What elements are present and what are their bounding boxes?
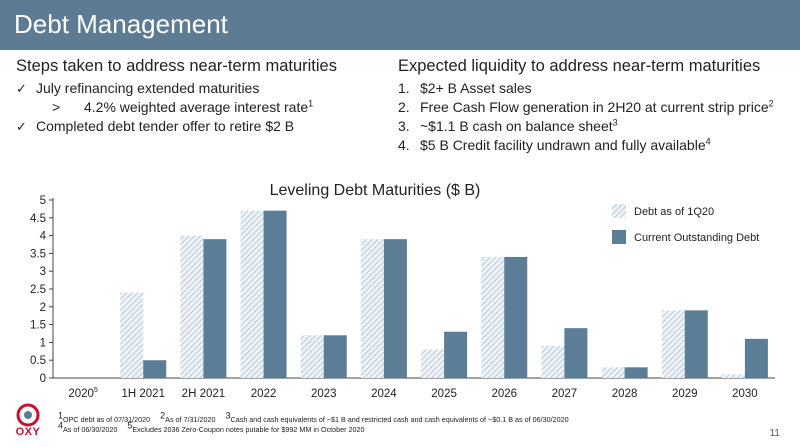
bar-debt-1q20 [481, 256, 505, 378]
bar-debt-1q20 [180, 235, 204, 378]
y-tick-label: 3.5 [30, 248, 46, 260]
oxy-logo: OXY [6, 402, 50, 442]
bar-debt-1q20 [721, 374, 745, 378]
y-tick-label: 2 [40, 302, 46, 314]
footnote-ref: 3 [612, 117, 618, 128]
left-column: Steps taken to address near-term maturit… [16, 57, 386, 136]
footnote-ref: 4 [705, 136, 711, 147]
header-bar: Debt Management [0, 0, 800, 50]
right-item-text: Free Cash Flow generation in 2H20 at cur… [420, 99, 769, 115]
y-tick-label: 5 [40, 195, 46, 207]
x-tick-label: 2025 [431, 388, 457, 400]
bar-current-debt [143, 360, 167, 378]
bar-current-debt [624, 367, 648, 378]
bar-current-debt [564, 328, 588, 378]
bar-current-debt [684, 310, 708, 378]
footnote-5: 5Excludes 2036 Zero-Coupon notes putable… [127, 420, 365, 434]
left-sub-bullet-text: 4.2% weighted average interest rate [84, 99, 309, 115]
y-tick-label: 0 [40, 373, 46, 385]
y-tick-label: 0.5 [30, 355, 46, 367]
x-tick-label: 20205 [68, 387, 98, 400]
footnote-ref: 1 [308, 98, 314, 109]
bar-current-debt [203, 239, 227, 378]
footnote-2: 2As of 7/31/2020 [160, 410, 216, 424]
left-bullet-text: July refinancing extended maturities [36, 80, 260, 96]
right-column: Expected liquidity to address near-term … [398, 57, 798, 155]
y-tick-label: 4 [40, 231, 47, 243]
left-bullet-text: Completed debt tender offer to retire $2… [36, 118, 295, 134]
footnote-row-1: 1OPC debt as of 07/31/2020 2As of 7/31/2… [58, 410, 577, 425]
bar-debt-1q20 [601, 367, 625, 378]
legend-swatch-current-debt [612, 230, 626, 244]
x-tick-label: 2030 [732, 388, 758, 400]
check-icon: ✓ [16, 81, 27, 96]
right-item-4: 4. $5 B Credit facility undrawn and fully… [398, 136, 798, 155]
bar-debt-1q20 [541, 345, 565, 378]
item-number: 2. [398, 99, 410, 115]
left-sub-bullet: >4.2% weighted average interest rate1 [16, 98, 386, 117]
y-tick-label: 1 [40, 337, 46, 349]
x-tick-label: 2023 [311, 388, 337, 400]
page-number: 11 [769, 428, 780, 439]
x-tick-label: 2024 [371, 388, 397, 400]
left-bullet-1: ✓ July refinancing extended maturities [16, 79, 386, 98]
bar-current-debt [744, 338, 768, 378]
x-tick-label: 2022 [251, 388, 277, 400]
bar-debt-1q20 [300, 335, 324, 378]
bar-current-debt [383, 239, 407, 378]
y-tick-label: 2.5 [30, 284, 46, 296]
arrow-icon: > [52, 99, 61, 115]
right-item-2: 2. Free Cash Flow generation in 2H20 at c… [398, 98, 798, 117]
legend-label-current-debt: Current Outstanding Debt [634, 232, 759, 244]
x-tick-label: 2026 [491, 388, 517, 400]
left-heading: Steps taken to address near-term maturit… [16, 57, 337, 75]
logo-text: OXY [15, 426, 41, 438]
right-item-3: 3. ~$1.1 B cash on balance sheet3 [398, 117, 798, 136]
bar-current-debt [263, 210, 287, 378]
page-title: Debt Management [14, 9, 228, 39]
y-tick-label: 1.5 [30, 320, 46, 332]
left-bullet-2: ✓ Completed debt tender offer to retire $… [16, 117, 386, 136]
footnote-3: 3Cash and cash equivalents of ~$1 B and … [225, 410, 569, 424]
x-tick-label: 2H 2021 [182, 388, 225, 400]
bar-debt-1q20 [421, 349, 445, 378]
item-number: 1. [398, 80, 410, 96]
x-tick-label: 1H 2021 [122, 388, 165, 400]
right-item-text: $2+ B Asset sales [420, 80, 532, 96]
item-number: 3. [398, 118, 410, 134]
right-item-text: ~$1.1 B cash on balance sheet [420, 118, 613, 134]
bar-current-debt [504, 256, 528, 378]
item-number: 4. [398, 137, 410, 153]
legend-swatch-debt-1q20 [612, 204, 626, 218]
legend-label-debt-1q20: Debt as of 1Q20 [634, 206, 714, 218]
footnote-ref: 2 [768, 98, 774, 109]
right-item-text: $5 B Credit facility undrawn and fully a… [420, 137, 706, 153]
bar-debt-1q20 [661, 310, 685, 378]
right-item-1: 1. $2+ B Asset sales [398, 79, 798, 98]
logo-mark-icon [16, 403, 40, 427]
chart-title: Leveling Debt Maturities ($ B) [270, 182, 481, 199]
bar-debt-1q20 [240, 210, 264, 378]
x-tick-label: 2029 [672, 388, 698, 400]
footnotes: 1OPC debt as of 07/31/2020 2As of 7/31/2… [58, 410, 577, 435]
bar-debt-1q20 [360, 239, 384, 378]
check-icon: ✓ [16, 119, 27, 134]
y-tick-label: 4.5 [30, 213, 46, 225]
x-tick-label: 2027 [552, 388, 578, 400]
footnote-1: 1OPC debt as of 07/31/2020 [58, 410, 151, 424]
bar-current-debt [444, 331, 468, 378]
footnote-4: 4As of 06/30/2020 [58, 420, 118, 434]
x-tick-label: 2028 [612, 388, 638, 400]
y-tick-label: 3 [40, 266, 46, 278]
bar-debt-1q20 [120, 292, 144, 378]
bar-current-debt [323, 335, 347, 378]
footnote-row-2: 4As of 06/30/2020 5Excludes 2036 Zero-Co… [58, 420, 577, 435]
right-heading: Expected liquidity to address near-term … [398, 57, 761, 75]
